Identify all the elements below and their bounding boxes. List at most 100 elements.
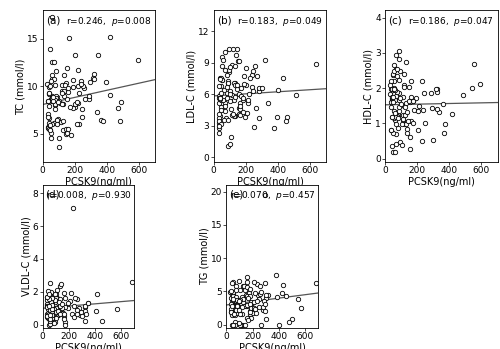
Point	[248, 85, 256, 90]
Point	[390, 91, 398, 97]
Point	[85, 93, 93, 98]
Point	[60, 312, 68, 317]
Point	[228, 92, 235, 98]
Point	[51, 101, 59, 107]
Point	[226, 98, 234, 103]
Point	[418, 78, 426, 84]
Point	[392, 131, 400, 137]
Point	[232, 310, 240, 315]
Point	[58, 304, 66, 309]
Point	[396, 68, 404, 74]
Point	[56, 296, 64, 302]
Point	[264, 100, 272, 106]
Point	[48, 302, 56, 307]
Point	[240, 283, 248, 289]
Point	[68, 312, 76, 317]
Point	[232, 295, 240, 300]
Point	[276, 322, 283, 327]
Point	[233, 82, 241, 88]
Point	[280, 282, 287, 288]
Point	[407, 118, 415, 124]
Point	[45, 126, 53, 131]
Point	[252, 310, 260, 316]
Point	[219, 97, 227, 102]
Point	[42, 312, 50, 317]
Point	[389, 99, 397, 105]
Point	[242, 82, 250, 88]
Point	[235, 91, 243, 97]
Point	[256, 291, 264, 297]
Point	[226, 295, 234, 301]
Point	[128, 279, 136, 285]
Point	[76, 121, 84, 126]
Point	[401, 119, 409, 125]
Point	[78, 83, 86, 89]
Point	[52, 121, 60, 127]
Point	[240, 114, 248, 120]
Point	[232, 303, 239, 309]
Point	[408, 94, 416, 99]
Point	[388, 143, 396, 148]
Point	[274, 87, 282, 92]
Point	[55, 135, 63, 141]
Point	[261, 309, 269, 314]
Point	[418, 139, 426, 144]
Point	[256, 115, 264, 121]
Point	[261, 192, 269, 198]
Point	[82, 304, 90, 310]
Point	[286, 319, 294, 325]
Point	[410, 107, 418, 112]
Point	[216, 95, 224, 101]
Point	[44, 304, 52, 309]
Point	[81, 309, 89, 314]
Point	[74, 83, 82, 89]
Point	[58, 82, 66, 88]
Point	[46, 311, 54, 317]
Y-axis label: TC (mmol/l): TC (mmol/l)	[16, 58, 26, 114]
Point	[114, 105, 122, 110]
Point	[254, 292, 262, 298]
Point	[386, 99, 394, 105]
Point	[46, 115, 54, 120]
Point	[106, 34, 114, 40]
Point	[288, 316, 296, 321]
Point	[43, 297, 51, 303]
Point	[468, 86, 475, 91]
X-axis label: PCSK9(ng/ml): PCSK9(ng/ml)	[408, 177, 474, 187]
Point	[46, 83, 54, 89]
Point	[43, 302, 51, 307]
Point	[230, 97, 238, 103]
Point	[78, 106, 86, 112]
Point	[46, 306, 54, 312]
Point	[217, 97, 225, 103]
Point	[242, 315, 250, 321]
Point	[400, 103, 408, 109]
Point	[56, 311, 64, 316]
Point	[253, 298, 261, 304]
Point	[388, 96, 396, 101]
Point	[46, 315, 54, 320]
Point	[388, 92, 396, 98]
Point	[402, 104, 409, 110]
Point	[64, 300, 72, 306]
Point	[67, 290, 75, 296]
Point	[43, 294, 51, 300]
Point	[249, 68, 257, 74]
Point	[420, 107, 428, 112]
Point	[47, 97, 55, 102]
Point	[242, 294, 250, 299]
Point	[242, 65, 250, 70]
Point	[236, 112, 244, 118]
Point	[46, 122, 54, 127]
Point	[296, 305, 304, 311]
Point	[388, 86, 396, 91]
Point	[51, 97, 59, 103]
Point	[116, 99, 124, 105]
Point	[68, 205, 76, 211]
Point	[258, 304, 266, 310]
Point	[48, 310, 56, 315]
Point	[84, 300, 92, 306]
Point	[406, 99, 414, 105]
Point	[392, 141, 400, 147]
Point	[229, 294, 237, 299]
